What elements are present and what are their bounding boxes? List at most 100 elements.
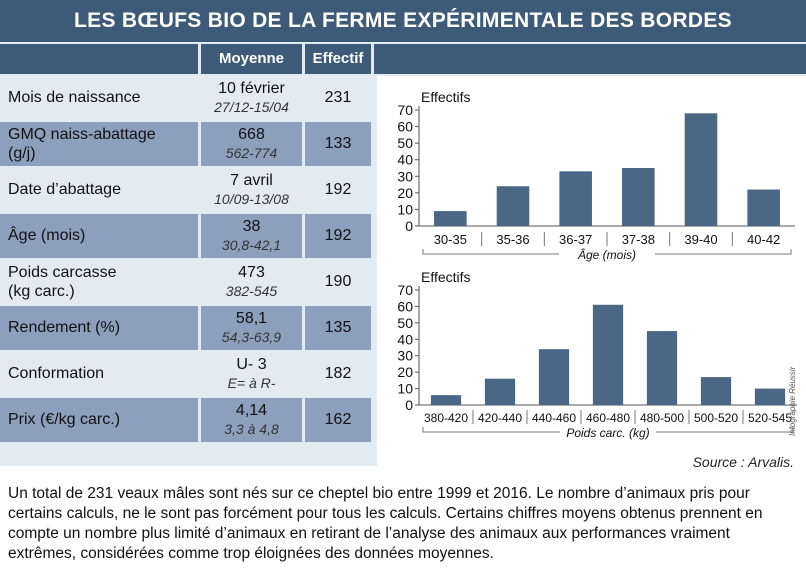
- y-tick-label: 40: [397, 331, 413, 347]
- charts-area: Effectifs 0 10 20 30 40 50 60 70 30-35 35-36 36-37 3…: [377, 76, 806, 466]
- row-moyenne-cell: 58,1 54,3-63,9: [201, 306, 302, 350]
- row-label-line1: Conformation: [8, 365, 105, 382]
- y-tick-label: 60: [397, 119, 413, 135]
- row-moyenne-cell: 4,14 3,3 à 4,8: [201, 398, 302, 442]
- x-tick-label: 39-40: [684, 232, 717, 247]
- y-tick-label: 0: [405, 397, 413, 413]
- row-moyenne-range: 10/09-13/08: [214, 191, 289, 207]
- bar: [754, 388, 786, 405]
- row-effectif-value: 192: [324, 181, 352, 198]
- row-moyenne-cell: 473 382-545: [201, 260, 302, 304]
- table-row: Date d’abattage 7 avril 10/09-13/08 192: [0, 168, 377, 214]
- row-label-cell: GMQ naiss-abattage (g/j): [0, 122, 198, 166]
- table-row: GMQ naiss-abattage (g/j) 668 562-774 133: [0, 122, 377, 168]
- row-effectif-value: 162: [324, 411, 352, 428]
- row-moyenne-value: U- 3: [236, 356, 267, 373]
- y-tick-label: 60: [397, 298, 413, 314]
- y-tick-label: 50: [397, 315, 413, 331]
- row-label: Âge (mois): [8, 226, 85, 245]
- x-axis-label-backdrop: [559, 247, 655, 261]
- row-effectif-value: 190: [324, 273, 352, 290]
- x-tick-label: 37-38: [622, 232, 655, 247]
- bar: [684, 113, 718, 226]
- bar: [700, 377, 732, 405]
- row-moyenne-range: 54,3-63,9: [221, 329, 282, 345]
- row-label-cell: Prix (€/kg carc.): [0, 398, 198, 442]
- header-blank-cell: [0, 44, 198, 74]
- header-moyenne: Moyenne: [201, 44, 302, 74]
- row-effectif-cell: 135: [305, 306, 371, 350]
- row-label: Conformation: [8, 364, 104, 383]
- y-tick-label: 70: [397, 282, 413, 298]
- row-label-cell: Âge (mois): [0, 214, 198, 258]
- row-label-line1: Rendement (%): [8, 319, 121, 336]
- row-moyenne-value: 7 avril: [230, 172, 273, 189]
- y-tick-label: 50: [397, 135, 413, 151]
- row-moyenne-range: E= à R-: [227, 375, 276, 391]
- x-axis-label: Âge (mois): [577, 247, 636, 262]
- x-tick-label: 380-420: [424, 411, 468, 425]
- row-moyenne-range: 562-774: [225, 145, 278, 161]
- table-row: Rendement (%) 58,1 54,3-63,9 135: [0, 306, 377, 352]
- y-tick-label: 20: [397, 364, 413, 380]
- row-label: Prix (€/kg carc.): [8, 410, 120, 429]
- row-effectif-cell: 192: [305, 168, 371, 212]
- bar: [622, 168, 655, 226]
- row-label-line2: (g/j): [8, 145, 36, 162]
- y-tick-label: 30: [397, 348, 413, 364]
- y-tick-label: 30: [397, 168, 413, 184]
- row-moyenne-value: 58,1: [235, 310, 268, 327]
- page-title: LES BŒUFS BIO DE LA FERME EXPÉRIMENTALE …: [0, 0, 806, 42]
- row-moyenne-range: 382-545: [225, 283, 278, 299]
- row-effectif-cell: 231: [305, 76, 371, 120]
- row-label-line1: Poids carcasse: [8, 264, 117, 281]
- row-moyenne-cell: U- 3 E= à R-: [201, 352, 302, 396]
- row-label-line1: Date d’abattage: [8, 181, 121, 198]
- x-tick-label: 35-36: [496, 232, 529, 247]
- row-moyenne-value: 10 février: [218, 80, 285, 97]
- bar: [434, 211, 467, 226]
- x-axis-label-backdrop: [560, 425, 656, 439]
- row-effectif-value: 182: [324, 365, 352, 382]
- row-label-line2: (kg carc.): [8, 283, 75, 300]
- x-tick-label: 460-480: [586, 411, 630, 425]
- row-label-cell: Conformation: [0, 352, 198, 396]
- x-tick-label: 500-520: [694, 411, 738, 425]
- credit-text: Infographie Réussir: [788, 366, 797, 436]
- row-effectif-value: 135: [324, 319, 352, 336]
- table-row: Conformation U- 3 E= à R- 182: [0, 352, 377, 398]
- row-effectif-cell: 192: [305, 214, 371, 258]
- row-label: Date d’abattage: [8, 180, 121, 199]
- y-axis-label: Effectifs: [421, 89, 471, 105]
- row-label: Rendement (%): [8, 318, 120, 337]
- row-moyenne-value: 4,14: [235, 402, 268, 419]
- row-moyenne-value: 38: [242, 218, 261, 235]
- x-tick-label: 40-42: [747, 232, 780, 247]
- footnote: Un total de 231 veaux mâles sont nés sur…: [8, 485, 763, 562]
- row-label: GMQ naiss-abattage (g/j): [8, 125, 156, 163]
- row-label-line1: Âge (mois): [8, 227, 86, 244]
- row-moyenne-range: 30,8-42,1: [221, 237, 282, 253]
- y-axis-label: Effectifs: [421, 269, 471, 285]
- row-moyenne-cell: 7 avril 10/09-13/08: [201, 168, 302, 212]
- bar: [484, 378, 516, 405]
- source-text: Source : Arvalis.: [692, 454, 794, 470]
- row-label: Mois de naissance: [8, 88, 141, 107]
- bar: [430, 395, 462, 405]
- table-header: Moyenne Effectif: [0, 42, 806, 76]
- bar: [559, 171, 592, 226]
- bar: [747, 189, 780, 226]
- row-effectif-cell: 190: [305, 260, 371, 304]
- header-chart-band: [374, 44, 806, 74]
- x-tick-label: 480-500: [640, 411, 684, 425]
- table-row: Âge (mois) 38 30,8-42,1 192: [0, 214, 377, 260]
- x-tick-label: 520-545: [748, 411, 792, 425]
- row-moyenne-value: 668: [238, 126, 265, 143]
- x-tick-label: 30-35: [434, 232, 467, 247]
- row-moyenne-cell: 38 30,8-42,1: [201, 214, 302, 258]
- data-panel: Moyenne Effectif Mois de naissance 10 fév…: [0, 42, 806, 466]
- y-tick-label: 10: [397, 201, 413, 217]
- infographic-credit: Infographie Réussir: [788, 366, 797, 436]
- x-tick-label: 440-460: [532, 411, 576, 425]
